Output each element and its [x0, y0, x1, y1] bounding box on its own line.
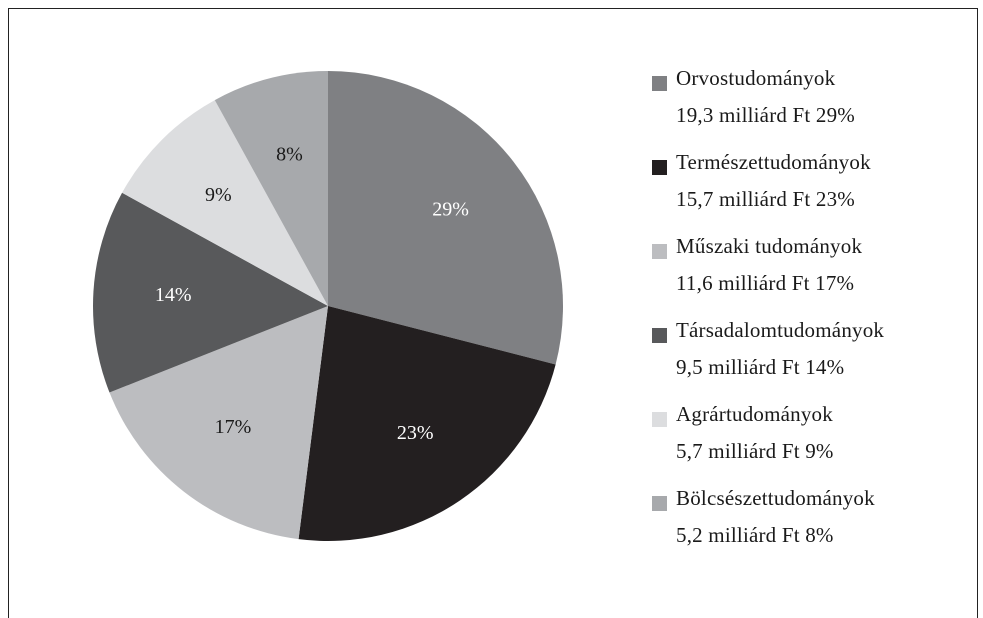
legend-item: Műszaki tudományok 11,6 milliárd Ft 17%: [652, 234, 972, 318]
pie-slice: [328, 71, 564, 365]
legend-label: Bölcsészettudományok: [676, 486, 875, 510]
legend-value: 11,6 milliárd Ft 17%: [676, 271, 855, 295]
pie-slice: [214, 71, 328, 306]
legend-label: Orvostudományok: [676, 66, 836, 90]
slice-percent-label: 17%: [215, 416, 252, 438]
slice-percent-label: 9%: [205, 184, 232, 206]
slice-percent-label: 23%: [397, 422, 434, 444]
slice-percent-label: 14%: [155, 284, 192, 306]
legend-label: Műszaki tudományok: [676, 234, 863, 258]
legend-value: 5,7 milliárd Ft 9%: [676, 439, 834, 463]
chart-legend: Orvostudományok 19,3 milliárd Ft 29% Ter…: [652, 66, 972, 570]
legend-value: 9,5 milliárd Ft 14%: [676, 355, 845, 379]
legend-item: Bölcsészettudományok 5,2 milliárd Ft 8%: [652, 486, 972, 570]
legend-swatch: [652, 496, 667, 511]
pie-slice: [298, 306, 556, 542]
legend-value: 5,2 milliárd Ft 8%: [676, 523, 834, 547]
legend-item: Agrártudományok 5,7 milliárd Ft 9%: [652, 402, 972, 486]
pie-chart: 29% 23% 17% 14% 9% 8%: [92, 71, 564, 542]
legend-swatch: [652, 244, 667, 259]
legend-swatch: [652, 412, 667, 427]
legend-label: Természettudományok: [676, 150, 871, 174]
pie-slice: [122, 100, 328, 306]
pie-slice: [109, 306, 328, 540]
legend-swatch: [652, 328, 667, 343]
legend-value: 15,7 milliárd Ft 23%: [676, 187, 855, 211]
legend-swatch: [652, 160, 667, 175]
legend-value: 19,3 milliárd Ft 29%: [676, 103, 855, 127]
legend-label: Társadalomtudományok: [676, 318, 885, 342]
chart-frame: [8, 8, 978, 618]
legend-item: Természettudományok 15,7 milliárd Ft 23%: [652, 150, 972, 234]
slice-percent-label: 29%: [432, 198, 469, 220]
slice-percent-label: 8%: [276, 143, 303, 165]
legend-item: Társadalomtudományok 9,5 milliárd Ft 14%: [652, 318, 972, 402]
legend-label: Agrártudományok: [676, 402, 833, 426]
legend-swatch: [652, 76, 667, 91]
pie-slice: [92, 192, 328, 393]
legend-item: Orvostudományok 19,3 milliárd Ft 29%: [652, 66, 972, 150]
